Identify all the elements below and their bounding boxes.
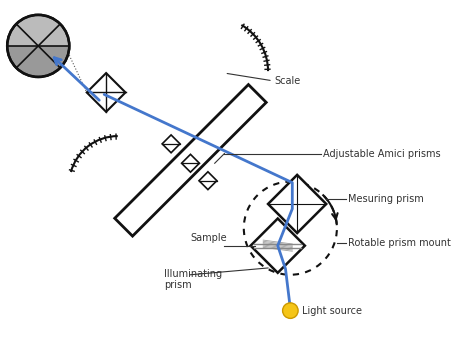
Wedge shape	[7, 15, 69, 46]
Polygon shape	[268, 175, 326, 233]
Text: Rotable prism mount: Rotable prism mount	[347, 238, 450, 248]
Circle shape	[283, 303, 298, 318]
Text: Illuminating
prism: Illuminating prism	[164, 269, 222, 290]
Text: Sample: Sample	[191, 233, 227, 243]
Polygon shape	[87, 73, 126, 112]
Text: Scale: Scale	[275, 76, 301, 86]
Polygon shape	[199, 172, 217, 189]
Polygon shape	[182, 154, 200, 172]
Wedge shape	[7, 46, 69, 77]
Text: Adjustable Amici prisms: Adjustable Amici prisms	[323, 148, 441, 159]
Bar	[115, 84, 266, 236]
Polygon shape	[162, 135, 180, 153]
Polygon shape	[251, 219, 305, 273]
Text: Light source: Light source	[302, 306, 362, 316]
Text: Mesuring prism: Mesuring prism	[347, 194, 423, 204]
